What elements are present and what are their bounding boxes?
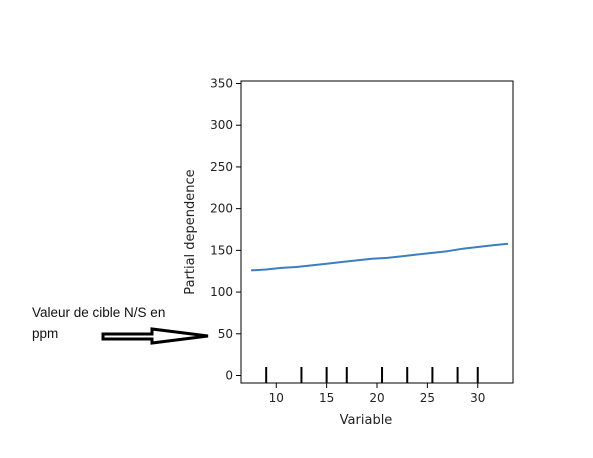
- rug-marks: [265, 367, 479, 383]
- series-line: [251, 242, 509, 272]
- x-axis-ticks: 10 15 20 25 30: [269, 383, 485, 405]
- y-tick-label: 100: [210, 285, 233, 299]
- y-tick-label: 50: [218, 327, 233, 341]
- annotation-line-1: Valeur de cible N/S en: [32, 305, 166, 320]
- x-tick-label: 30: [470, 391, 485, 405]
- y-tick-label: 200: [210, 202, 233, 216]
- annotation-line-2: ppm: [32, 326, 59, 341]
- x-axis-label: Variable: [340, 413, 393, 428]
- x-tick-label: 15: [319, 391, 334, 405]
- x-tick-label: 10: [269, 391, 284, 405]
- y-tick-label: 300: [210, 118, 233, 132]
- annotation-text: Valeur de cible N/S en ppm: [32, 302, 207, 344]
- y-axis-label: Partial dependence: [183, 169, 198, 294]
- series-lines: [251, 242, 509, 272]
- annotation-arrow: [101, 327, 209, 345]
- y-tick-label: 250: [210, 160, 233, 174]
- y-axis-label-clip: Partial dependence: [183, 169, 198, 294]
- y-tick-label: 150: [210, 243, 233, 257]
- x-tick-label: 20: [369, 391, 384, 405]
- y-axis-ticks: 0 50 100 150 200 250 300 350: [210, 77, 241, 382]
- plot-frame: [240, 80, 514, 384]
- y-tick-label: 350: [210, 77, 233, 91]
- y-tick-label: 0: [225, 368, 233, 382]
- x-tick-label: 25: [420, 391, 435, 405]
